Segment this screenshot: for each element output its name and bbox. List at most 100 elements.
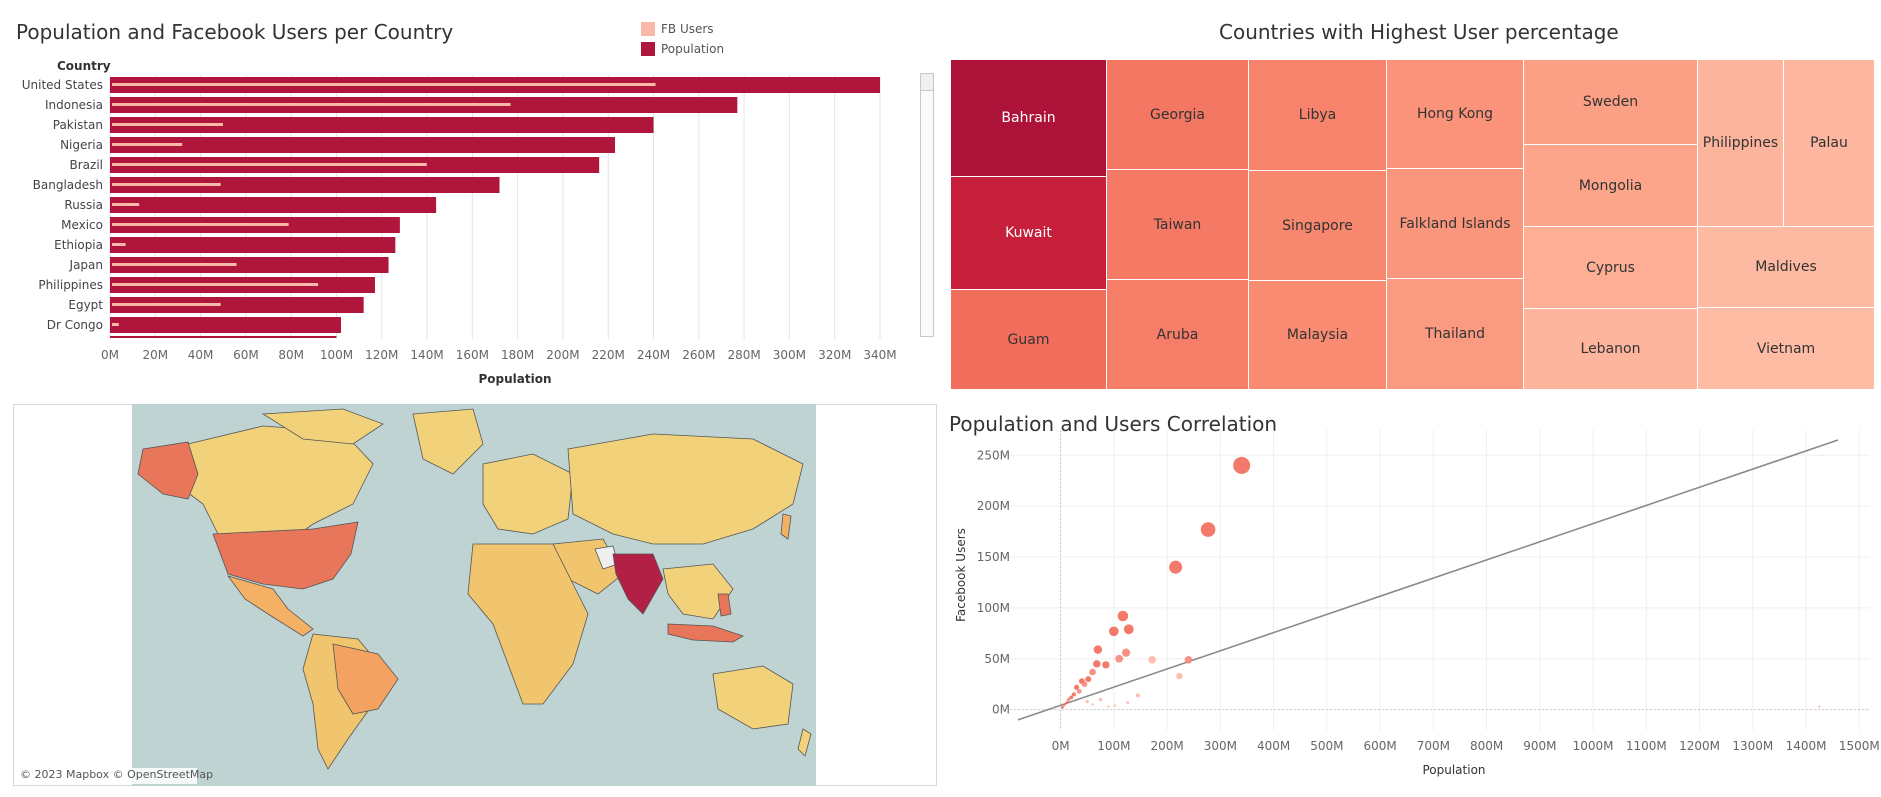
- treemap-label: Georgia: [1150, 106, 1205, 123]
- scatter-point: [1200, 522, 1216, 537]
- treemap: Bahrain Kuwait Guam Georgia Taiwan Aruba…: [950, 59, 1875, 390]
- x-tick-label: 240M: [637, 348, 670, 362]
- treemap-label: Mongolia: [1578, 177, 1643, 194]
- treemap-cell-georgia[interactable]: Georgia: [1106, 59, 1249, 170]
- treemap-cell-aruba[interactable]: Aruba: [1106, 279, 1249, 390]
- treemap-cell-sweden[interactable]: Sweden: [1523, 59, 1698, 145]
- region-greenland: [412, 408, 484, 475]
- x-tick-label: 800M: [1470, 739, 1503, 753]
- x-tick-label: 0M: [1052, 739, 1070, 753]
- y-axis-title: Country: [57, 59, 111, 73]
- scatter-point: [1233, 456, 1251, 474]
- scrollbar-thumb[interactable]: [921, 74, 933, 91]
- region-new-zealand: [797, 728, 812, 757]
- treemap-cell-falkland-islands[interactable]: Falkland Islands: [1386, 168, 1524, 279]
- scatter-chart: 0M 100M 200M 300M 400M 500M 600M 700M 800M 900M 10…: [954, 430, 1880, 777]
- x-tick-label: 1100M: [1626, 739, 1667, 753]
- x-tick-label: 200M: [1150, 739, 1183, 753]
- treemap-label: Sweden: [1582, 94, 1639, 110]
- bar-fb-users: [112, 143, 183, 146]
- y-axis-title: Facebook Users: [954, 528, 968, 622]
- legend-swatch-fb-users: [641, 22, 655, 36]
- treemap-cell-libya[interactable]: Libya: [1248, 59, 1387, 171]
- category-label: Egypt: [68, 298, 103, 312]
- region-southeast-asia: [662, 563, 734, 620]
- category-label: Nigeria: [60, 138, 103, 152]
- bar-population: [110, 317, 341, 333]
- x-tick-label: 1300M: [1732, 739, 1773, 753]
- treemap-cell-lebanon[interactable]: Lebanon: [1523, 308, 1698, 390]
- treemap-cell-hong-kong[interactable]: Hong Kong: [1386, 59, 1524, 169]
- scatter-point: [1093, 645, 1103, 654]
- x-tick-label: 60M: [233, 348, 259, 362]
- treemap-cell-malaysia[interactable]: Malaysia: [1248, 280, 1387, 390]
- region-india: [612, 553, 664, 615]
- scatter-point: [1102, 661, 1110, 669]
- scatter-point: [1069, 695, 1074, 700]
- treemap-label: Kuwait: [1005, 225, 1052, 241]
- treemap-label: Guam: [1007, 331, 1050, 348]
- treemap-label: Malaysia: [1286, 327, 1349, 343]
- legend-label-population: Population: [661, 42, 725, 56]
- bar-fb-users: [112, 263, 237, 266]
- x-tick-label: 140M: [410, 348, 443, 362]
- treemap-cell-bahrain[interactable]: Bahrain: [950, 59, 1107, 177]
- treemap-cell-singapore[interactable]: Singapore: [1248, 170, 1387, 281]
- scatter-point: [1121, 648, 1131, 657]
- bar-fb-users: [112, 223, 289, 226]
- legend-item-fb-users[interactable]: FB Users: [641, 22, 714, 36]
- legend-item-population[interactable]: Population: [641, 42, 724, 56]
- treemap-cell-kuwait[interactable]: Kuwait: [950, 176, 1107, 290]
- bar-fb-users: [112, 103, 511, 106]
- scatter-point: [1107, 705, 1110, 708]
- treemap-cell-maldives[interactable]: Maldives: [1697, 226, 1875, 308]
- x-tick-label: 40M: [188, 348, 214, 362]
- bar-fb-users: [112, 123, 223, 126]
- region-alaska: [137, 441, 199, 500]
- scatter-point: [1063, 703, 1067, 706]
- treemap-cell-thailand[interactable]: Thailand: [1386, 278, 1524, 390]
- bar-population: [110, 137, 616, 153]
- treemap-cell-guam[interactable]: Guam: [950, 289, 1107, 390]
- x-tick-label: 500M: [1310, 739, 1343, 753]
- region-russia-asia: [567, 433, 804, 545]
- treemap-cell-palau[interactable]: Palau: [1783, 59, 1875, 227]
- scatter-point: [1148, 655, 1157, 664]
- x-tick-label: 1400M: [1786, 739, 1827, 753]
- treemap-label: Bahrain: [1001, 110, 1056, 126]
- treemap-label: Taiwan: [1153, 216, 1202, 233]
- treemap-cell-vietnam[interactable]: Vietnam: [1697, 307, 1875, 390]
- treemap-cell-taiwan[interactable]: Taiwan: [1106, 169, 1249, 280]
- region-japan: [780, 513, 792, 540]
- x-tick-label: 0M: [101, 348, 119, 362]
- treemap-label: Hong Kong: [1416, 106, 1494, 122]
- region-africa: [467, 543, 589, 705]
- scatter-point: [1060, 706, 1064, 709]
- treemap-label: Maldives: [1755, 259, 1817, 275]
- category-label: Mexico: [61, 218, 103, 232]
- x-tick-label: 1200M: [1679, 739, 1720, 753]
- bar-fb-users: [112, 183, 221, 186]
- world-map[interactable]: [13, 404, 937, 786]
- treemap-cell-mongolia[interactable]: Mongolia: [1523, 144, 1698, 227]
- x-tick-label: 160M: [456, 348, 489, 362]
- scatter-point: [1091, 703, 1094, 706]
- legend-label-fb-users: FB Users: [661, 22, 714, 36]
- x-tick-label: 300M: [773, 348, 806, 362]
- map-panel[interactable]: © 2023 Mapbox © OpenStreetMap: [13, 404, 937, 786]
- scatter-panel: Population and Users Correlation 0M 100M 2…: [940, 400, 1881, 797]
- category-label: Brazil: [70, 158, 104, 172]
- bar-fb-users: [112, 163, 427, 166]
- treemap-cell-cyprus[interactable]: Cyprus: [1523, 226, 1698, 309]
- scatter-point: [1126, 701, 1130, 704]
- scatter-point: [1169, 560, 1183, 574]
- bar-chart-scrollbar[interactable]: [920, 73, 934, 337]
- treemap-label: Lebanon: [1580, 341, 1641, 357]
- category-label: Ethiopia: [54, 238, 103, 252]
- scatter-point: [1184, 655, 1193, 664]
- x-axis-title: Population: [478, 372, 551, 386]
- y-tick-label: 100M: [977, 601, 1010, 615]
- treemap-cell-philippines[interactable]: Philippines: [1697, 59, 1784, 227]
- scatter-point: [1089, 668, 1096, 676]
- bar-population: [110, 237, 396, 253]
